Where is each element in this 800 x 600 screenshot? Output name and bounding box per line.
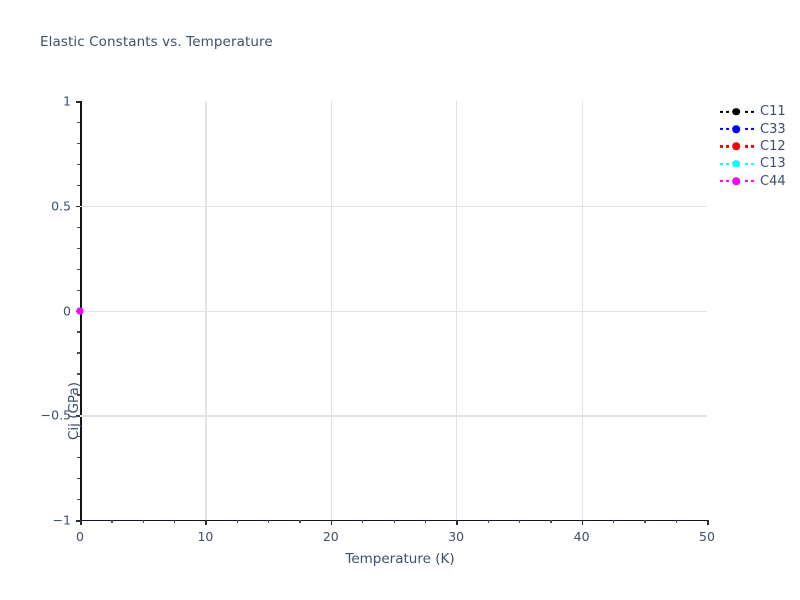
gridline-vertical bbox=[205, 101, 207, 520]
legend-marker-icon bbox=[718, 158, 754, 169]
x-tick-minor bbox=[174, 520, 176, 523]
y-tick-minor bbox=[77, 352, 80, 354]
gridline-horizontal bbox=[80, 415, 707, 417]
y-tick-minor bbox=[77, 142, 80, 145]
gridline-vertical bbox=[456, 101, 458, 520]
y-axis-label: Cij (GPa) bbox=[66, 381, 82, 441]
legend-marker-icon bbox=[718, 124, 754, 135]
x-tick-major bbox=[80, 520, 82, 525]
legend-marker-icon bbox=[718, 106, 754, 117]
x-tick-label: 40 bbox=[573, 529, 590, 544]
y-tick-minor bbox=[77, 457, 80, 459]
x-axis-label: Temperature (K) bbox=[345, 551, 455, 567]
x-tick-label: 0 bbox=[76, 529, 84, 544]
x-tick-major bbox=[456, 520, 458, 525]
y-tick-major bbox=[75, 415, 80, 417]
x-tick-minor bbox=[612, 520, 615, 523]
x-tick-major bbox=[581, 520, 584, 525]
x-tick-minor bbox=[644, 520, 646, 523]
x-tick-label: 50 bbox=[699, 529, 715, 544]
y-tick-minor bbox=[77, 121, 80, 124]
chart-title: Elastic Constants vs. Temperature bbox=[40, 34, 273, 50]
y-tick-label: 0 bbox=[63, 303, 71, 318]
y-tick-minor bbox=[77, 289, 80, 291]
x-tick-minor bbox=[142, 520, 144, 523]
gridline-horizontal bbox=[80, 205, 707, 208]
chart-legend: C11 C33 C12 C13 C44 bbox=[718, 103, 796, 190]
y-tick-major bbox=[75, 520, 80, 522]
legend-label: C11 bbox=[760, 104, 786, 120]
x-tick-label: 10 bbox=[197, 529, 214, 544]
data-point-c44 bbox=[76, 307, 84, 314]
legend-label: C13 bbox=[760, 156, 786, 172]
y-tick-label: 1 bbox=[63, 93, 71, 109]
y-tick-minor bbox=[77, 247, 80, 249]
legend-item-c13[interactable]: C13 bbox=[718, 155, 796, 172]
y-tick-minor bbox=[77, 394, 80, 396]
y-tick-label: −0.5 bbox=[40, 407, 71, 423]
legend-label: C12 bbox=[760, 138, 786, 154]
gridline-vertical bbox=[581, 101, 583, 520]
x-tick-minor bbox=[393, 520, 395, 523]
y-tick-label: 0.5 bbox=[51, 198, 71, 214]
legend-item-c44[interactable]: C44 bbox=[718, 173, 796, 190]
x-tick-minor bbox=[111, 520, 113, 523]
gridline-horizontal bbox=[80, 310, 707, 312]
x-tick-minor bbox=[424, 520, 427, 523]
legend-item-c33[interactable]: C33 bbox=[718, 120, 796, 137]
x-tick-minor bbox=[675, 520, 677, 523]
x-tick-major bbox=[330, 520, 333, 525]
x-tick-major bbox=[205, 520, 207, 525]
x-tick-minor bbox=[518, 520, 521, 523]
y-tick-minor bbox=[77, 436, 80, 438]
x-tick-minor bbox=[487, 520, 489, 523]
y-tick-major bbox=[75, 205, 80, 208]
x-tick-minor bbox=[550, 520, 552, 523]
legend-marker-icon bbox=[718, 141, 754, 152]
y-tick-minor bbox=[77, 478, 80, 480]
legend-item-c12[interactable]: C12 bbox=[718, 138, 796, 155]
legend-item-c11[interactable]: C11 bbox=[718, 103, 796, 120]
legend-marker-icon bbox=[718, 176, 754, 187]
gridline-vertical bbox=[330, 101, 333, 520]
x-tick-minor bbox=[268, 520, 270, 523]
y-tick-label: −1 bbox=[52, 512, 71, 528]
y-tick-major bbox=[75, 101, 80, 103]
y-tick-minor bbox=[77, 499, 80, 501]
x-tick-minor bbox=[236, 520, 239, 523]
x-tick-minor bbox=[299, 520, 301, 523]
y-tick-minor bbox=[77, 373, 80, 375]
y-tick-minor bbox=[77, 226, 80, 228]
x-tick-label: 30 bbox=[448, 529, 465, 544]
x-tick-major bbox=[707, 520, 709, 525]
legend-label: C44 bbox=[760, 173, 786, 189]
y-tick-minor bbox=[77, 268, 80, 270]
y-tick-minor bbox=[77, 163, 80, 166]
plot-area: 1 0.5 0 −0.5 −1 0 10 20 30 40 50 Cij (GPa) bbox=[41, 94, 715, 545]
x-tick-label: 20 bbox=[322, 529, 339, 544]
y-tick-minor bbox=[77, 184, 80, 187]
legend-label: C33 bbox=[760, 121, 786, 137]
x-tick-minor bbox=[362, 520, 364, 523]
y-tick-minor bbox=[77, 331, 80, 333]
